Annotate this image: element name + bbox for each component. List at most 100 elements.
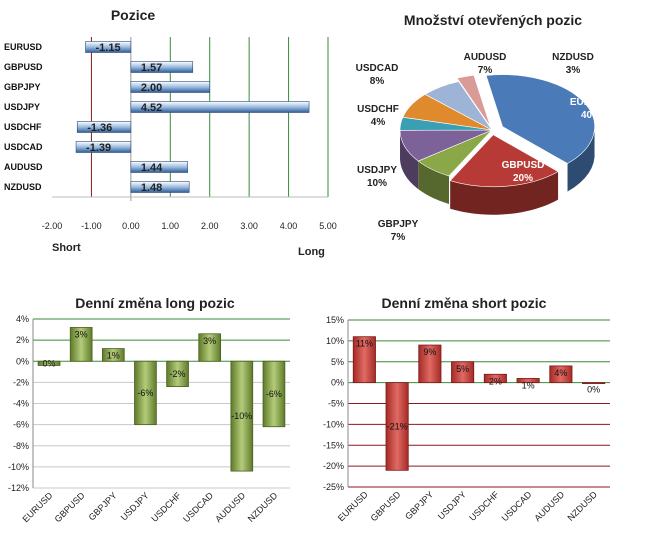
data-label: 9% bbox=[423, 347, 436, 357]
y-category-label: USDCAD bbox=[4, 142, 43, 152]
pie-label-category: NZDUSD bbox=[552, 52, 594, 63]
pie-label-value: 7% bbox=[391, 232, 406, 243]
data-label: 1.48 bbox=[141, 182, 162, 194]
data-label: 4% bbox=[554, 368, 567, 378]
bar bbox=[418, 344, 442, 384]
slice-side bbox=[418, 161, 449, 204]
pie-label-category: EURUSD bbox=[570, 97, 612, 108]
y-tick-label: -4% bbox=[13, 399, 29, 409]
bar bbox=[262, 360, 286, 428]
bar bbox=[385, 382, 409, 471]
pie-label-value: 4% bbox=[371, 117, 386, 128]
y-category-label: USDJPY bbox=[4, 102, 40, 112]
y-tick-label: -5% bbox=[328, 399, 344, 409]
data-label: 1% bbox=[107, 351, 120, 361]
bar bbox=[549, 365, 573, 384]
slice-side bbox=[567, 129, 595, 192]
bar bbox=[69, 327, 93, 362]
data-label: -2% bbox=[170, 369, 186, 379]
y-tick-label: 0% bbox=[331, 378, 344, 388]
x-tick-label: 1.00 bbox=[162, 221, 180, 231]
x-tick-label: -2.00 bbox=[42, 221, 63, 231]
y-category-label: EURUSD bbox=[4, 42, 43, 52]
bar bbox=[451, 361, 475, 384]
data-label: -21% bbox=[387, 421, 408, 431]
bar bbox=[85, 41, 132, 53]
pozice-title: Pozice bbox=[111, 7, 156, 23]
y-tick-label: -25% bbox=[323, 482, 344, 492]
y-tick-label: 10% bbox=[326, 336, 344, 346]
x-tick-label: 0.00 bbox=[122, 221, 140, 231]
bar bbox=[130, 181, 190, 193]
short-title: Denní změna short pozic bbox=[382, 295, 547, 311]
bar bbox=[516, 378, 540, 384]
bar bbox=[76, 121, 132, 133]
bar bbox=[130, 81, 211, 93]
y-tick-label: -10% bbox=[8, 462, 29, 472]
y-tick-label: -20% bbox=[323, 461, 344, 471]
y-tick-label: 4% bbox=[16, 314, 29, 324]
bar bbox=[130, 161, 188, 173]
y-category-label: NZDUSD bbox=[4, 182, 42, 192]
data-label: 1.44 bbox=[141, 162, 163, 174]
data-label: 2% bbox=[489, 376, 502, 386]
x-tick-label: 4.00 bbox=[280, 221, 298, 231]
pie-label-category: USDCHF bbox=[357, 104, 399, 115]
y-category-label: AUDUSD bbox=[4, 162, 43, 172]
data-label: 0% bbox=[587, 385, 600, 395]
data-label: -10% bbox=[231, 411, 252, 421]
x-tick-label: GBPJPY bbox=[403, 489, 435, 521]
bar bbox=[352, 336, 376, 384]
data-label: 1.57 bbox=[141, 62, 162, 74]
pie-label-value: 20% bbox=[513, 173, 533, 184]
data-label: 4.52 bbox=[141, 102, 162, 114]
pie-label-category: AUDUSD bbox=[464, 52, 507, 63]
pie-label-value: 7% bbox=[478, 65, 493, 76]
x-tick-label: EURUSD bbox=[336, 489, 370, 523]
x-tick-label: USDCAD bbox=[500, 489, 534, 523]
data-label: -1.39 bbox=[86, 142, 111, 154]
x-tick-label: GBPUSD bbox=[369, 489, 403, 523]
y-tick-label: -2% bbox=[13, 377, 29, 387]
bar bbox=[130, 101, 310, 113]
y-tick-label: -10% bbox=[323, 419, 344, 429]
x-tick-label: 2.00 bbox=[201, 221, 219, 231]
y-tick-label: -8% bbox=[13, 441, 29, 451]
y-tick-label: 15% bbox=[326, 315, 344, 325]
pie-label-value: 10% bbox=[367, 178, 387, 189]
x-tick-label: -1.00 bbox=[81, 221, 102, 231]
data-label: -6% bbox=[266, 389, 282, 399]
short-caption: Short bbox=[52, 242, 81, 254]
pie-label-category: GBPJPY bbox=[378, 219, 419, 230]
data-label: 2.00 bbox=[141, 82, 162, 94]
y-category-label: USDCHF bbox=[4, 122, 42, 132]
x-tick-label: AUDUSD bbox=[532, 489, 566, 523]
pie-slice bbox=[456, 75, 491, 127]
x-tick-label: 3.00 bbox=[240, 221, 258, 231]
slice-side bbox=[400, 130, 419, 190]
pie-label-value: 3% bbox=[566, 65, 581, 76]
x-tick-label: USDJPY bbox=[436, 489, 468, 521]
bar bbox=[75, 141, 132, 153]
pie-label-category: GBPUSD bbox=[502, 160, 545, 171]
long-title: Denní změna long pozic bbox=[75, 295, 235, 311]
mnozstvi-title: Množství otevřených pozic bbox=[404, 12, 582, 28]
bar bbox=[166, 360, 189, 388]
data-label: -6% bbox=[137, 388, 153, 398]
data-label: 11% bbox=[356, 339, 373, 349]
pie-label-value: 8% bbox=[370, 76, 385, 87]
data-label: 3% bbox=[203, 336, 216, 346]
pie-slice bbox=[424, 81, 493, 131]
y-tick-label: -15% bbox=[323, 440, 344, 450]
x-tick-label: 5.00 bbox=[319, 221, 337, 231]
x-tick-label: NZDUSD bbox=[565, 489, 599, 523]
data-label: 1% bbox=[522, 380, 535, 390]
bar bbox=[582, 382, 606, 385]
pie-label-category: USDJPY bbox=[357, 165, 397, 176]
data-label: 5% bbox=[456, 364, 469, 374]
pie-label-value: 40% bbox=[581, 110, 601, 121]
